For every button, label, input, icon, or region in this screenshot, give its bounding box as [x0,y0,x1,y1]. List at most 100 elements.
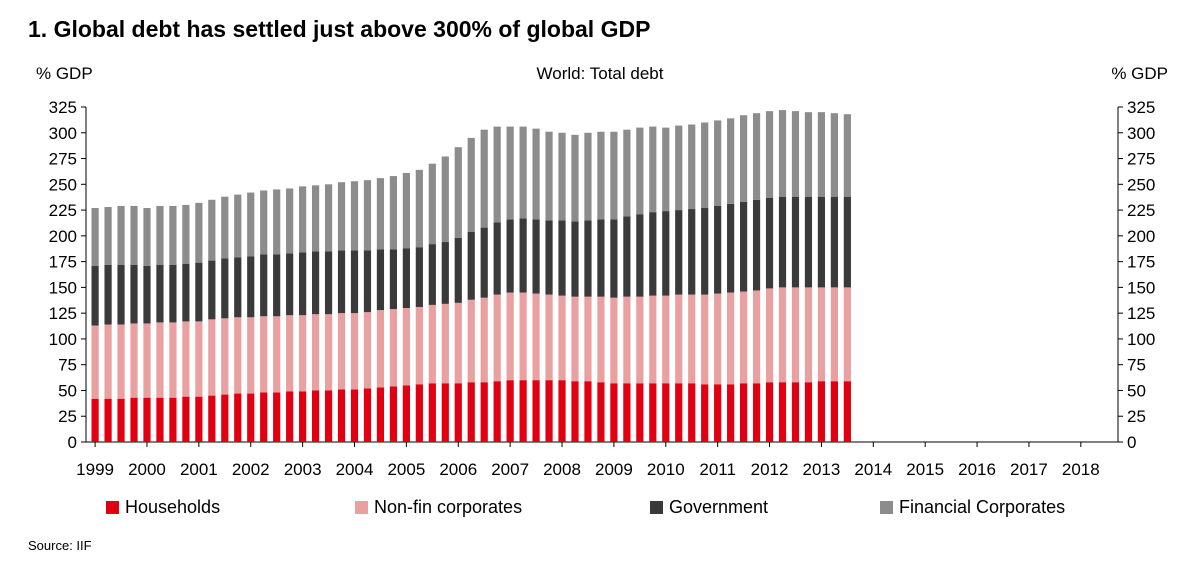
bar-segment [584,132,592,221]
y-tick-label-left: 300 [49,124,77,143]
bar-segment [467,231,475,300]
x-tick-label: 2011 [699,460,736,479]
bar-segment [389,176,398,250]
bar-segment [804,382,813,442]
bar-segment [662,211,670,296]
bar-segment [221,196,229,259]
bar-segment [804,196,813,288]
x-tick-label: 2004 [336,460,374,479]
bar-segment [182,204,190,264]
bar-segment [519,218,527,293]
legend-swatch [650,501,663,514]
bar-segment [765,111,774,198]
bar-segment [324,314,333,391]
bar-segment [778,287,787,383]
bar-segment [143,323,151,398]
bar-segment [143,397,151,442]
bar-segment [156,322,164,398]
bar-segment [688,124,696,210]
bar-segment [299,252,307,316]
y-tick-label-left: 50 [58,381,77,400]
bar-segment [493,126,501,223]
bar-segment [376,310,385,388]
bar-segment [662,295,670,384]
bar-segment [480,129,488,228]
bar-segment [208,260,216,320]
x-tick-label: 2009 [595,460,633,479]
bar-segment [467,382,475,442]
bar-segment [169,205,177,265]
bar-segment [234,194,242,258]
bar-segment [532,293,540,381]
bar-segment [571,296,579,382]
bar-segment [597,296,605,383]
y-tick-label-right: 125 [1127,304,1155,323]
x-tick-label: 2008 [543,460,581,479]
y-tick-label-left: 175 [49,253,77,272]
bar-segment [519,292,527,381]
bar-segment [104,398,112,442]
bar-segment [143,265,151,324]
bar-segment [260,392,268,442]
bar-segment [324,390,333,442]
bar-segment [441,156,449,243]
bar-segment [363,250,372,313]
bar-segment [273,316,281,393]
legend-label: Households [125,497,220,517]
bar-segment [584,220,592,297]
bar-segment [234,317,242,394]
bar-segment [91,325,99,399]
bar-segment [350,181,359,251]
bar-segment [117,324,125,399]
bar-segment [636,214,644,297]
bar-segment [428,244,436,305]
bar-segment [402,308,410,386]
bar-segment [597,219,605,297]
bar-segment [299,186,307,253]
x-tick-label: 2014 [854,460,892,479]
bar-segment [260,316,268,393]
bar-segment [688,383,696,442]
bar-segment [363,388,372,442]
bar-segment [467,299,475,383]
y-tick-label-left: 200 [49,227,77,246]
bar-segment [688,294,696,384]
bar-segment [337,313,346,390]
bar-segment [195,321,203,397]
bar-segment [843,114,851,197]
y-tick-label-left: 225 [49,201,77,220]
bar-segment [675,125,683,211]
bar-segment [623,296,631,384]
bar-segment [493,222,501,295]
bar-segment [584,296,592,382]
bar-segment [545,220,553,295]
bar-segment [649,126,657,213]
y-tick-label-left: 275 [49,150,77,169]
bar-segment [636,127,644,215]
bar-segment [363,180,372,251]
bar-segment [441,242,449,304]
bar-segment [714,120,722,206]
x-tick-label: 2001 [180,460,218,479]
bar-segment [337,182,346,251]
y-tick-label-right: 325 [1127,98,1155,117]
bar-segment [830,381,838,442]
bar-segment [221,258,229,319]
bar-segment [299,391,307,442]
bar-segment [234,393,242,442]
y-tick-label-right: 0 [1127,433,1136,452]
y-tick-label-left: 150 [49,278,77,297]
y-tick-label-left: 0 [68,433,77,452]
bar-segment [804,287,813,383]
x-tick-label: 2003 [284,460,322,479]
y-tick-label-right: 275 [1127,150,1155,169]
bar-segment [752,383,761,442]
bar-segment [843,381,851,442]
bar-segment [830,196,838,288]
bar-segment [208,319,216,396]
bar-segment [441,383,449,442]
bar-segment [467,137,475,232]
bar-segment [791,196,800,288]
bar-segment [740,383,748,442]
bar-segment [610,383,618,442]
